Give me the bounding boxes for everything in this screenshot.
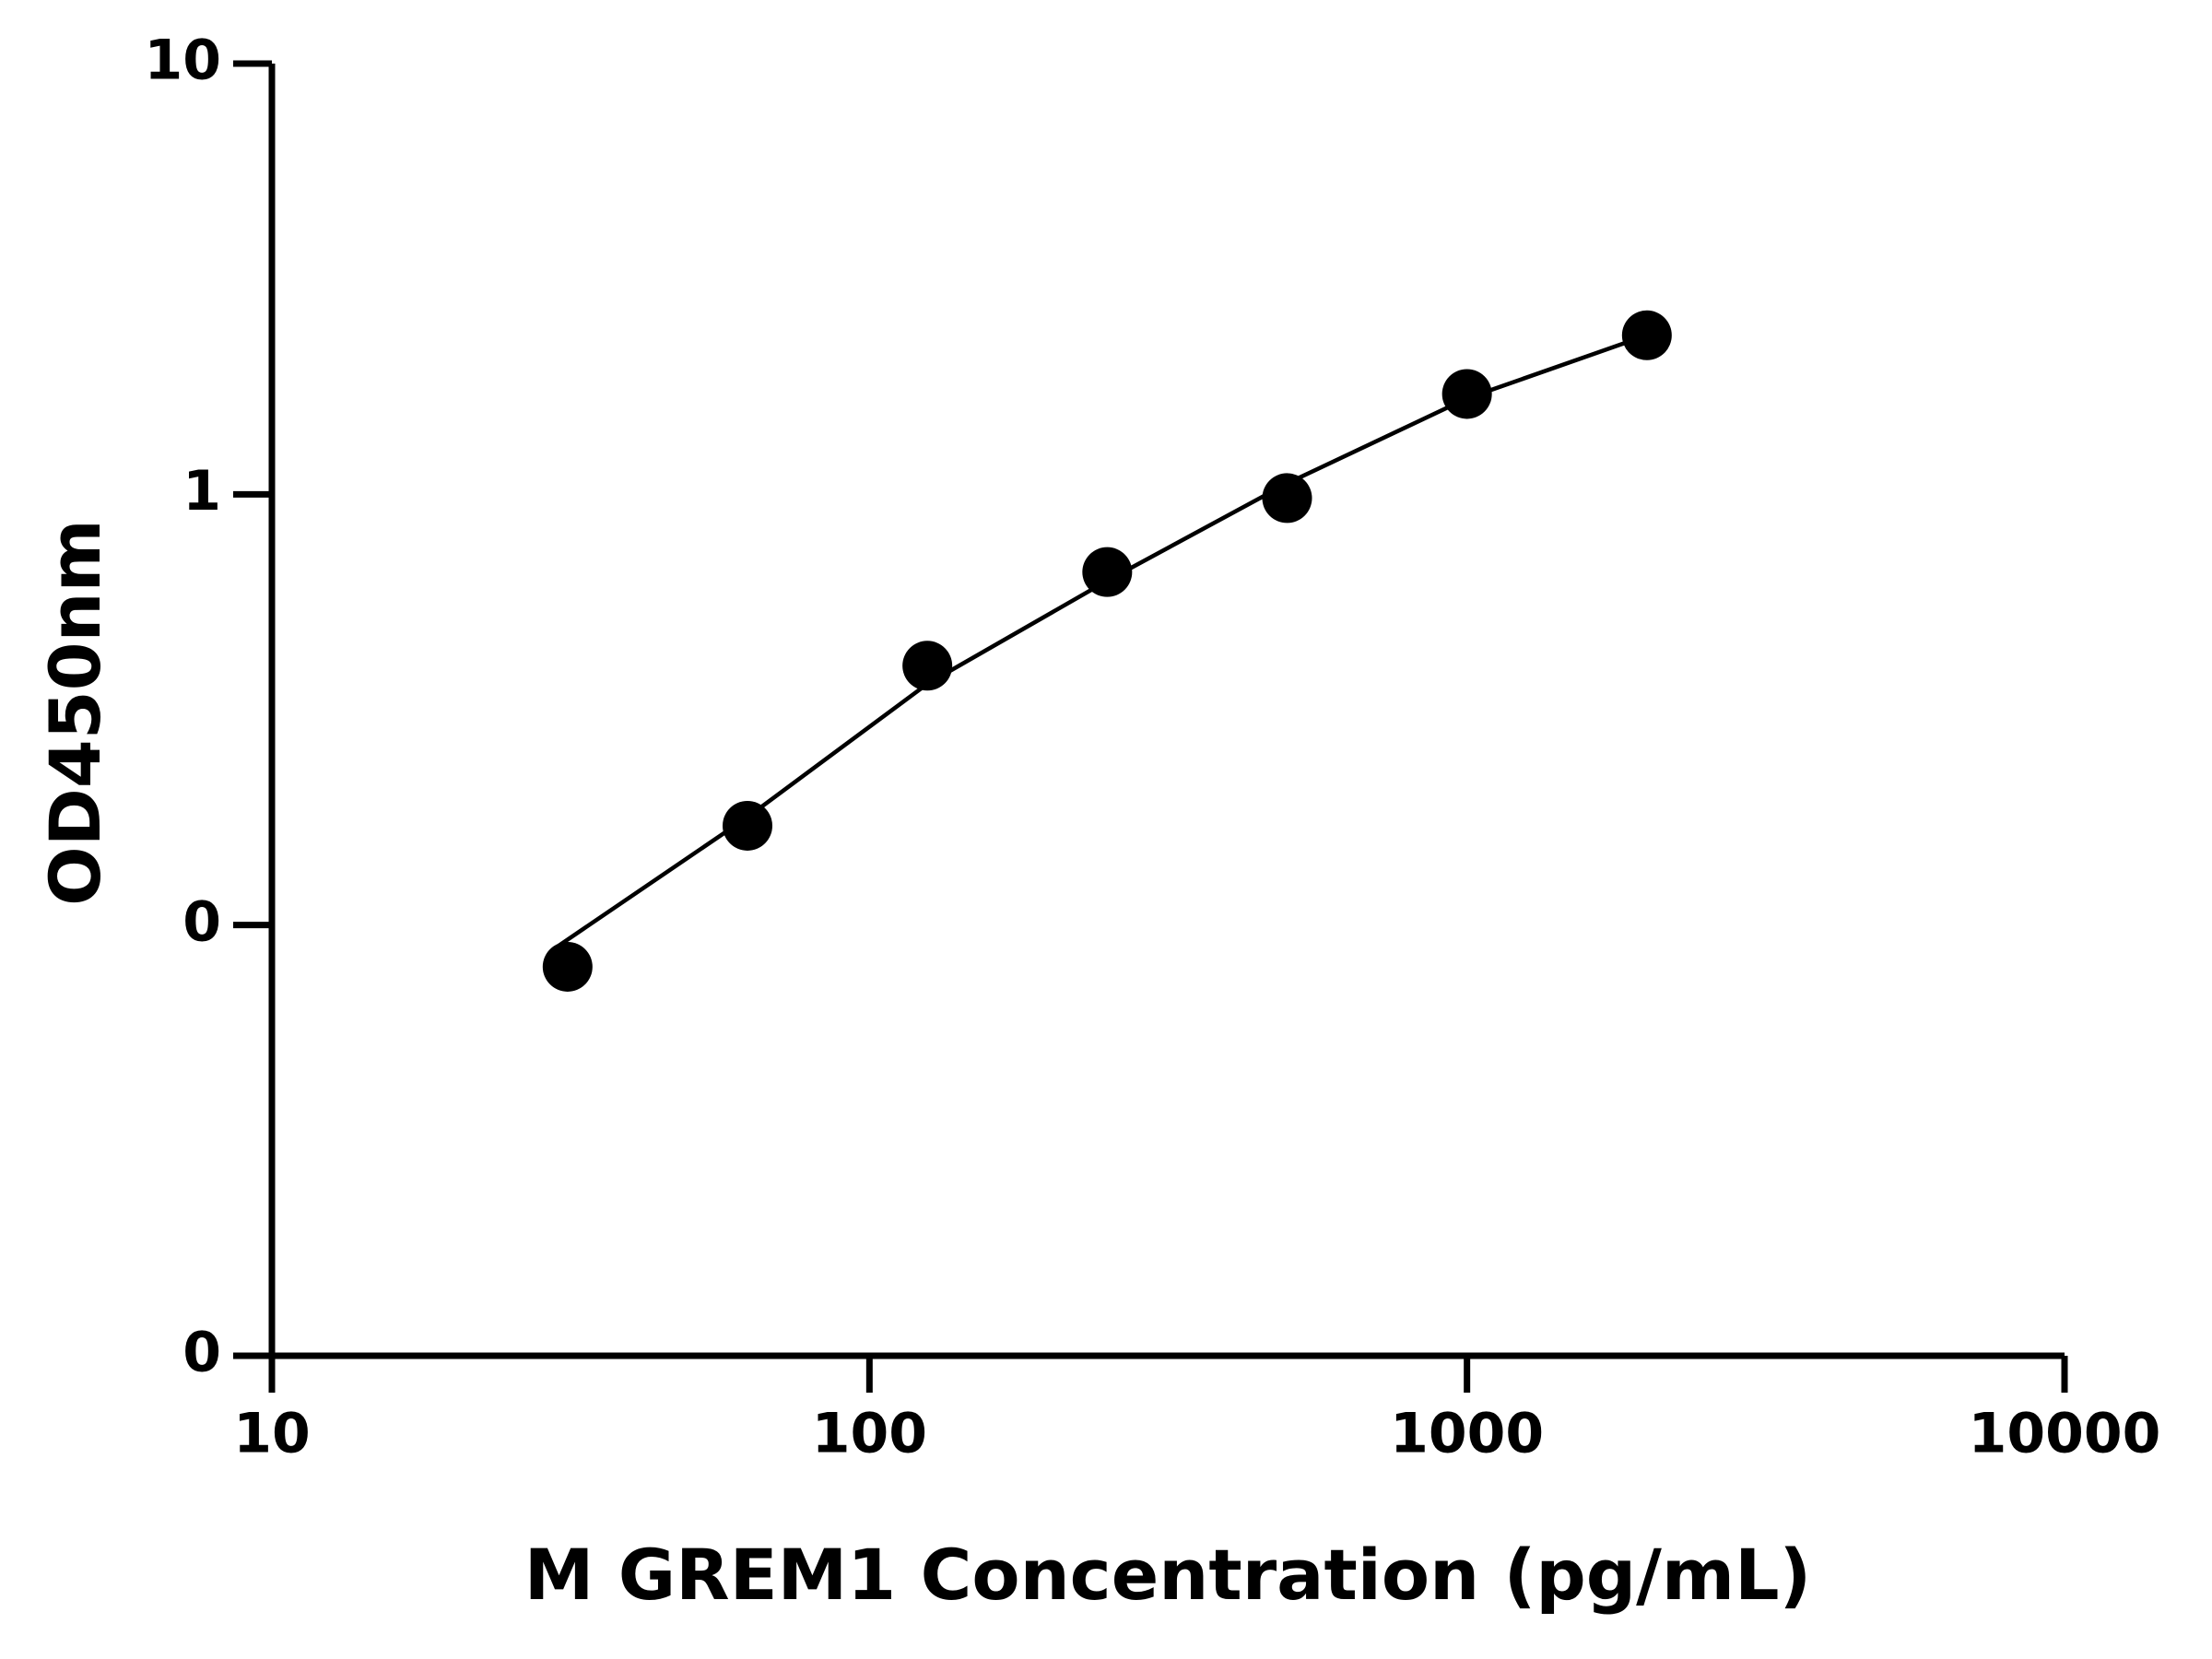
y-tick-label: 10: [145, 29, 222, 93]
x-tick-label: 100: [812, 1402, 927, 1466]
data-point: [722, 800, 772, 851]
x-axis-title: M GREM1 Concentration (pg/mL): [524, 1534, 1812, 1616]
x-tick-label: 1000: [1390, 1402, 1544, 1466]
data-point: [542, 941, 593, 992]
x-tick-label: 10000: [1969, 1402, 2161, 1466]
data-point: [902, 641, 953, 691]
data-point: [1262, 473, 1312, 524]
fit-curve: [556, 333, 1648, 949]
x-tick-label: 10: [233, 1402, 311, 1466]
y-axis-title: OD450nm: [34, 519, 116, 906]
data-point: [1441, 369, 1492, 419]
y-tick-label: 0: [182, 1321, 221, 1385]
data-point: [1621, 310, 1672, 360]
y-tick-label: 1: [182, 459, 221, 524]
y-tick-label: 0: [182, 889, 221, 954]
data-point: [1082, 547, 1133, 597]
